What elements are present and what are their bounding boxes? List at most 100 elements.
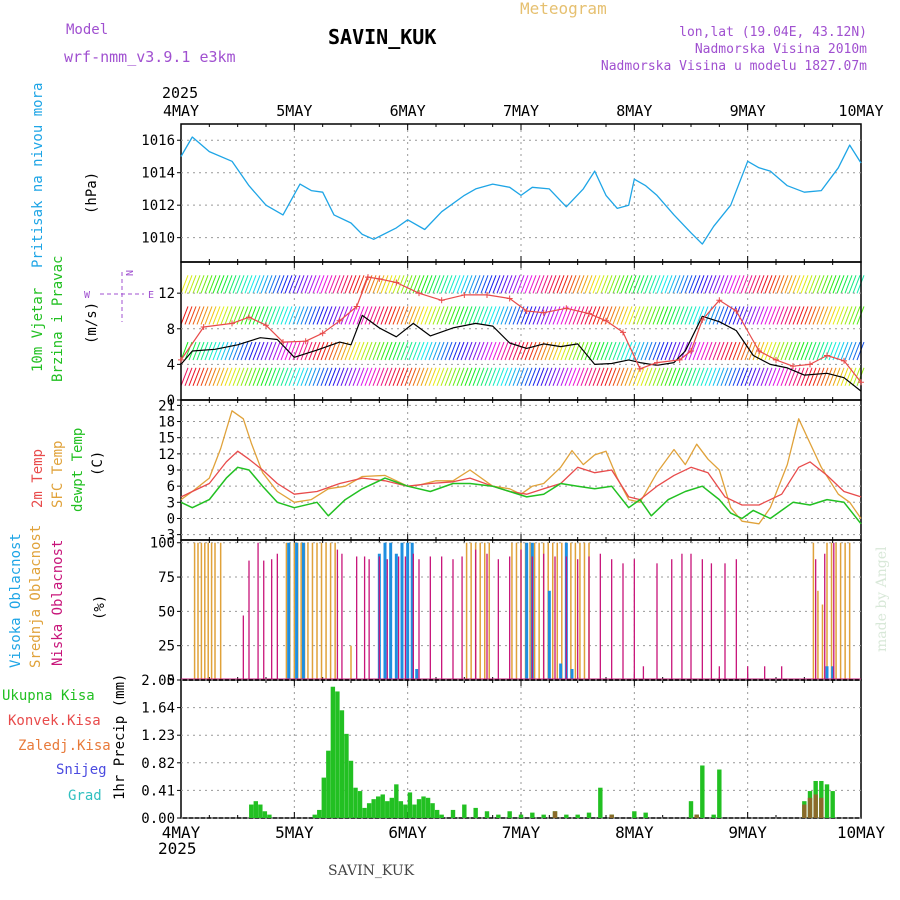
wind-gust-marker — [841, 357, 847, 364]
pressure-label: Pritisak na nivou mora — [30, 83, 46, 268]
wind-arrow — [188, 275, 197, 294]
wind-speed-line — [180, 314, 862, 392]
wind-arrow — [624, 275, 633, 294]
wind-arrow — [508, 275, 517, 294]
wind-arrow — [264, 367, 273, 387]
wind-arrow — [688, 367, 697, 387]
wind-arrow — [596, 275, 605, 294]
cloud-bar — [204, 542, 206, 680]
wind-arrow — [268, 306, 277, 325]
wind-arrow — [696, 367, 705, 387]
wind-arrow — [816, 306, 825, 325]
wind-arrow — [652, 341, 661, 361]
wind-arrow — [444, 367, 453, 387]
wind-arrow — [436, 306, 445, 325]
wind-arrow — [784, 275, 793, 294]
precip-bar — [802, 804, 807, 818]
wind-arrow — [556, 341, 565, 361]
wind-arrow — [608, 367, 617, 387]
wind-arrow — [192, 306, 201, 325]
wind-arrow — [280, 306, 289, 325]
cloud-bar — [242, 615, 244, 680]
wind-arrow — [796, 306, 805, 325]
wind-arrow — [712, 341, 721, 361]
wind-arrow — [688, 275, 697, 294]
footer-station: SAVIN_KUK — [328, 863, 415, 879]
wind-arrow — [304, 341, 313, 361]
wind-arrow — [292, 306, 301, 325]
wind-arrow — [748, 367, 757, 387]
wind-arrow — [336, 341, 345, 361]
wind-arrow — [252, 341, 261, 361]
cloud-bar — [497, 559, 499, 680]
precip-bar — [258, 804, 263, 818]
wind-arrow — [408, 306, 417, 325]
wind-arrow — [664, 341, 673, 361]
wind-arrow — [756, 275, 765, 294]
wind-arrow — [408, 367, 417, 387]
wind-arrow — [852, 341, 861, 361]
wind-arrow — [756, 306, 765, 325]
wind-arrow — [188, 367, 197, 387]
wind-arrow — [620, 306, 629, 325]
wind-arrow — [432, 367, 441, 387]
wind-arrow — [272, 341, 281, 361]
wind-arrow — [664, 367, 673, 387]
precip-bar — [344, 733, 349, 818]
wind-label-2: Brzina i Pravac — [50, 256, 66, 382]
wind-arrow — [380, 341, 389, 361]
cloud-bar — [287, 542, 291, 680]
wind-arrow — [544, 306, 553, 325]
wind-arrow — [240, 367, 249, 387]
wind-arrow — [180, 367, 189, 387]
wind-arrow — [712, 367, 721, 387]
wind-arrow — [372, 306, 381, 325]
wind-arrow — [452, 275, 461, 294]
wind-arrow — [528, 367, 537, 387]
cloud-bar — [285, 542, 288, 680]
wind-gust-marker — [319, 330, 326, 337]
cloud-bar — [830, 542, 833, 680]
cloud-bar — [214, 542, 216, 680]
wind-arrow — [608, 341, 617, 361]
wind-arrow — [480, 306, 489, 325]
wind-arrow — [352, 306, 361, 325]
wind-arrow — [256, 275, 265, 294]
wind-arrow — [240, 306, 249, 325]
watermark: made by Angel — [874, 546, 890, 652]
wind-arrow — [748, 341, 757, 361]
wind-arrow — [304, 306, 313, 325]
wind-arrow — [764, 275, 773, 294]
wind-arrow — [688, 306, 697, 325]
wind-arrow — [680, 275, 689, 294]
wind-arrow — [308, 275, 317, 294]
wind-arrow — [768, 306, 777, 325]
wind-arrow — [320, 341, 329, 361]
wind-arrow — [232, 306, 241, 325]
top-tick-label: 5MAY — [276, 102, 312, 120]
wind-arrow — [708, 367, 717, 387]
wind-arrow — [812, 367, 821, 387]
wind-gust-marker — [178, 356, 184, 363]
wind-arrow — [236, 367, 245, 387]
wind-arrow — [284, 306, 293, 325]
wind-arrow — [560, 275, 569, 294]
wind-arrow — [568, 306, 577, 325]
wind-arrow — [264, 306, 273, 325]
wind-arrow — [488, 367, 497, 387]
wind-arrow — [328, 341, 337, 361]
wind-arrow — [428, 341, 437, 361]
wind-arrow — [640, 275, 649, 294]
cloud-bar — [825, 666, 829, 680]
cloud-bar — [311, 542, 314, 680]
wind-arrow — [400, 341, 409, 361]
wind-arrow — [704, 275, 713, 294]
wind-arrow — [548, 306, 557, 325]
wind-arrow — [516, 306, 525, 325]
precip-bar — [398, 801, 404, 818]
wind-arrow — [740, 367, 749, 387]
wind-gust-marker — [688, 348, 694, 355]
cloud-bar — [681, 553, 683, 680]
wind-arrow — [844, 306, 853, 325]
precip-bar — [321, 777, 326, 818]
